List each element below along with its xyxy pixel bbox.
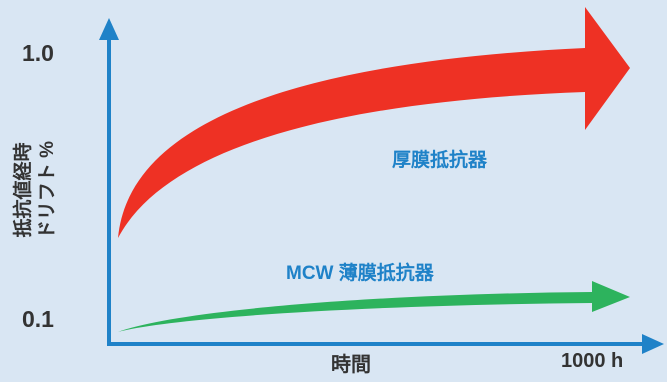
y-axis-title-line2: ドリフト %: [37, 140, 58, 240]
y-axis-title: 抵抗値経時 ドリフト %: [12, 141, 60, 239]
thin-film-label: MCW 薄膜抵抗器: [286, 263, 434, 284]
x-axis-end-label: 1000 h: [561, 350, 624, 372]
y-axis-arrowhead: [99, 18, 119, 40]
y-tick-top-label: 1.0: [22, 40, 54, 66]
y-axis-title-line1: 抵抗値経時: [13, 142, 34, 238]
thick-film-label: 厚膜抵抗器: [392, 150, 488, 171]
y-tick-bottom-label: 0.1: [22, 306, 54, 332]
thin-film-arrow: [118, 281, 630, 332]
x-axis-arrowhead: [642, 334, 664, 354]
thick-film-arrow: [118, 7, 630, 238]
x-axis-title: 時間: [331, 354, 371, 376]
